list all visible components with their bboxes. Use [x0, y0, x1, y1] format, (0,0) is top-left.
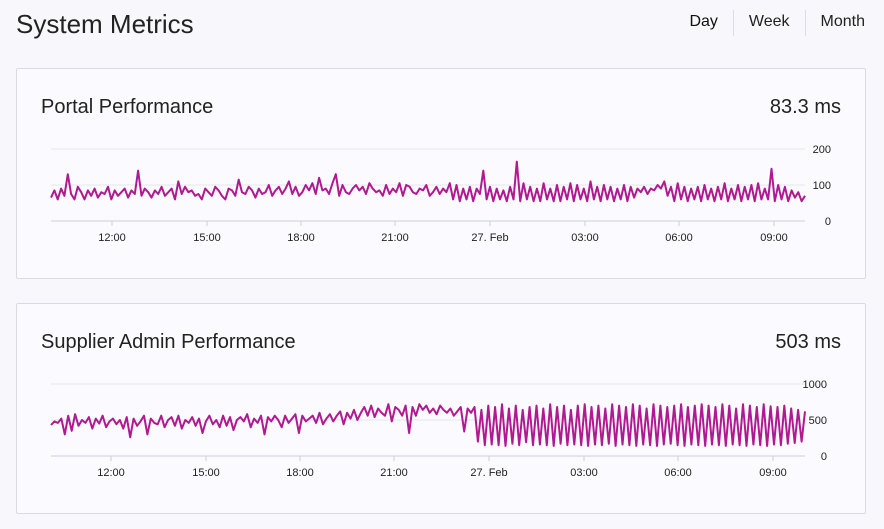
- x-tick-label: 21:00: [381, 232, 409, 244]
- x-tick-label: 15:00: [193, 232, 221, 244]
- page-title: System Metrics: [16, 9, 194, 39]
- x-tick-label: 12:00: [98, 232, 126, 244]
- chart-title: Portal Performance: [41, 96, 214, 118]
- x-tick-label: 18:00: [287, 232, 315, 244]
- range-tabs: Day Week Month: [674, 10, 880, 36]
- x-tick-label: 06:00: [665, 232, 693, 244]
- x-tick-label: 27. Feb: [470, 467, 507, 479]
- portal-performance-card: Portal Performance 83.3 ms 200 100 0 12:00 1…: [16, 68, 866, 279]
- x-tick-label: 12:00: [97, 467, 125, 479]
- portal-performance-chart[interactable]: 200 100 0 12:00 15:00 18:00 21:00 27. Feb 03:00 0…: [17, 69, 865, 278]
- tab-month[interactable]: Month: [804, 10, 880, 36]
- y-tick-label: 500: [809, 415, 827, 427]
- y-tick-label: 0: [825, 216, 831, 228]
- series-line[interactable]: [50, 403, 806, 447]
- y-tick-label: 200: [813, 144, 831, 156]
- x-tick-label: 21:00: [380, 467, 408, 479]
- series-line[interactable]: [50, 160, 806, 203]
- x-tick-label: 27. Feb: [471, 232, 508, 244]
- y-tick-label: 1000: [803, 379, 827, 391]
- y-tick-label: 0: [821, 451, 827, 463]
- supplier-admin-performance-card: Supplier Admin Performance 503 ms 1000 50…: [16, 303, 866, 514]
- x-tick-label: 03:00: [571, 232, 599, 244]
- y-tick-label: 100: [813, 180, 831, 192]
- x-tick-label: 15:00: [192, 467, 220, 479]
- x-tick-label: 09:00: [759, 467, 787, 479]
- x-tick-label: 03:00: [570, 467, 598, 479]
- current-value: 503 ms: [775, 331, 841, 353]
- x-tick-label: 09:00: [760, 232, 788, 244]
- tab-day[interactable]: Day: [689, 13, 718, 30]
- x-tick-label: 18:00: [286, 467, 314, 479]
- chart-title: Supplier Admin Performance: [41, 331, 296, 353]
- x-tick-label: 06:00: [664, 467, 692, 479]
- tab-week[interactable]: Week: [732, 10, 805, 36]
- current-value: 83.3 ms: [769, 96, 841, 118]
- supplier-admin-performance-chart[interactable]: 1000 500 0 12:00 15:00 18:00 21:00 27. Feb 03:00…: [17, 304, 865, 513]
